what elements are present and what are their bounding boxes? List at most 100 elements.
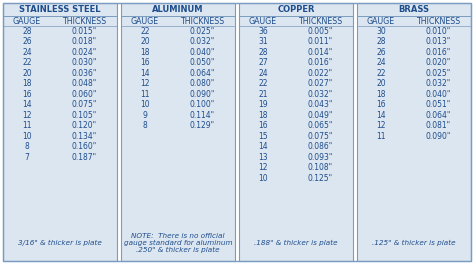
Text: 7: 7	[25, 153, 29, 162]
Text: 0.060": 0.060"	[71, 90, 97, 99]
Text: 0.040": 0.040"	[189, 48, 215, 57]
Text: 26: 26	[376, 48, 386, 57]
Text: 15: 15	[258, 132, 268, 141]
Text: 28: 28	[376, 37, 386, 46]
Text: 0.020": 0.020"	[425, 58, 451, 67]
Text: .125" & thicker is plate: .125" & thicker is plate	[372, 240, 456, 246]
Text: 18: 18	[140, 48, 150, 57]
Text: 24: 24	[376, 58, 386, 67]
Text: 3/16" & thicker is plate: 3/16" & thicker is plate	[18, 240, 102, 246]
Text: 28: 28	[258, 48, 268, 57]
Text: 0.025": 0.025"	[425, 69, 451, 78]
Text: 22: 22	[140, 27, 150, 36]
Text: 18: 18	[376, 90, 386, 99]
Text: GAUGE: GAUGE	[367, 16, 395, 26]
Text: 27: 27	[258, 58, 268, 67]
Text: THICKNESS: THICKNESS	[298, 16, 342, 26]
Text: 8: 8	[143, 121, 147, 130]
Text: 28: 28	[22, 27, 32, 36]
Text: .188" & thicker is plate: .188" & thicker is plate	[254, 240, 338, 246]
Text: 0.040": 0.040"	[425, 90, 451, 99]
Text: 18: 18	[22, 79, 32, 88]
Text: 16: 16	[376, 100, 386, 109]
Text: GAUGE: GAUGE	[131, 16, 159, 26]
Text: ALUMINUM: ALUMINUM	[152, 5, 204, 14]
Text: 12: 12	[22, 111, 32, 120]
Text: 0.032": 0.032"	[425, 79, 451, 88]
Bar	[357, 3, 471, 261]
Text: 0.075": 0.075"	[307, 132, 333, 141]
Bar	[3, 3, 117, 261]
Text: GAUGE: GAUGE	[13, 16, 41, 26]
Text: 16: 16	[22, 90, 32, 99]
Text: 0.129": 0.129"	[190, 121, 215, 130]
Text: 0.080": 0.080"	[189, 79, 215, 88]
Text: 31: 31	[258, 37, 268, 46]
Text: 11: 11	[22, 121, 32, 130]
Text: 0.093": 0.093"	[307, 153, 333, 162]
Text: 26: 26	[22, 37, 32, 46]
Text: COPPER: COPPER	[277, 5, 315, 14]
Text: 16: 16	[140, 58, 150, 67]
Text: 0.108": 0.108"	[307, 163, 332, 172]
Text: 14: 14	[140, 69, 150, 78]
Text: BRASS: BRASS	[399, 5, 429, 14]
Text: 0.030": 0.030"	[71, 58, 97, 67]
Text: 0.064": 0.064"	[425, 111, 451, 120]
Text: 18: 18	[258, 111, 268, 120]
Text: 0.043": 0.043"	[307, 100, 333, 109]
Text: 0.013": 0.013"	[425, 37, 451, 46]
Text: 16: 16	[258, 121, 268, 130]
Text: 12: 12	[258, 163, 268, 172]
Text: 0.134": 0.134"	[71, 132, 97, 141]
Text: 11: 11	[376, 132, 386, 141]
Text: 12: 12	[376, 121, 386, 130]
Text: 0.075": 0.075"	[71, 100, 97, 109]
Text: 30: 30	[376, 27, 386, 36]
Text: 0.086": 0.086"	[307, 142, 333, 151]
Text: 0.049": 0.049"	[307, 111, 333, 120]
Text: 0.025": 0.025"	[189, 27, 215, 36]
Text: 0.051": 0.051"	[425, 100, 451, 109]
Text: 11: 11	[140, 90, 150, 99]
Text: 0.125": 0.125"	[307, 174, 332, 183]
Text: 0.160": 0.160"	[71, 142, 97, 151]
Text: 20: 20	[140, 37, 150, 46]
Text: 0.105": 0.105"	[71, 111, 97, 120]
Bar	[121, 3, 235, 261]
Text: THICKNESS: THICKNESS	[416, 16, 460, 26]
Text: 0.015": 0.015"	[71, 27, 97, 36]
Text: 24: 24	[258, 69, 268, 78]
Text: 0.011": 0.011"	[307, 37, 332, 46]
Text: 0.120": 0.120"	[72, 121, 97, 130]
Text: 0.005": 0.005"	[307, 27, 333, 36]
Text: 0.187": 0.187"	[72, 153, 97, 162]
Text: 22: 22	[258, 79, 268, 88]
Text: 0.090": 0.090"	[189, 90, 215, 99]
Text: 0.032": 0.032"	[307, 90, 333, 99]
Text: 0.100": 0.100"	[189, 100, 215, 109]
Text: STAINLESS STEEL: STAINLESS STEEL	[19, 5, 101, 14]
Text: 10: 10	[140, 100, 150, 109]
Text: 14: 14	[376, 111, 386, 120]
Text: 0.065": 0.065"	[307, 121, 333, 130]
Text: 13: 13	[258, 153, 268, 162]
Text: 24: 24	[22, 48, 32, 57]
Text: 0.081": 0.081"	[425, 121, 450, 130]
Text: 0.048": 0.048"	[71, 79, 97, 88]
Text: 21: 21	[258, 90, 268, 99]
Text: 20: 20	[22, 69, 32, 78]
Text: THICKNESS: THICKNESS	[180, 16, 224, 26]
Text: 0.022": 0.022"	[307, 69, 332, 78]
Text: 9: 9	[143, 111, 147, 120]
Text: 36: 36	[258, 27, 268, 36]
Text: THICKNESS: THICKNESS	[62, 16, 106, 26]
Text: 0.016": 0.016"	[307, 58, 333, 67]
Text: 8: 8	[25, 142, 29, 151]
Text: GAUGE: GAUGE	[249, 16, 277, 26]
Text: 0.018": 0.018"	[72, 37, 97, 46]
Text: 12: 12	[140, 79, 150, 88]
Text: 10: 10	[22, 132, 32, 141]
Bar	[239, 3, 353, 261]
Text: 0.064": 0.064"	[189, 69, 215, 78]
